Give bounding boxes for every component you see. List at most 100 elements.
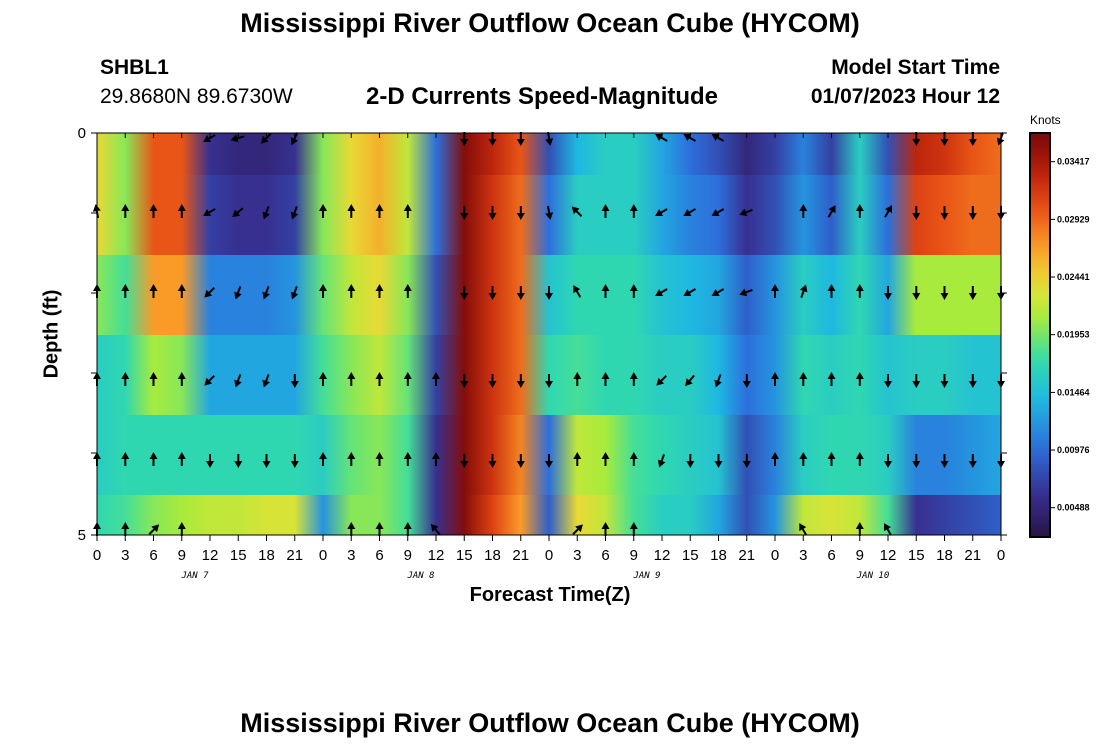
current-arrow	[432, 452, 440, 466]
current-arrow	[460, 374, 469, 388]
current-arrow	[460, 286, 469, 300]
current-arrow	[629, 372, 638, 386]
x-tick-label: 0	[771, 547, 779, 564]
current-arrow	[655, 134, 668, 142]
current-arrow	[968, 286, 977, 300]
current-arrow	[771, 452, 779, 466]
current-arrow	[655, 208, 668, 216]
colorbar-tick-label: 0.02929	[1057, 214, 1090, 224]
current-arrow	[262, 286, 270, 300]
current-arrow	[968, 454, 977, 468]
x-tick-label: 15	[456, 547, 473, 564]
current-arrow	[488, 454, 497, 468]
current-arrow	[573, 372, 582, 386]
x-tick-label: 3	[121, 547, 129, 564]
x-tick-label: 9	[404, 547, 412, 564]
current-arrow	[739, 288, 753, 297]
current-arrow	[940, 286, 949, 300]
current-arrow	[683, 134, 696, 142]
current-arrow	[940, 454, 949, 468]
current-arrow	[742, 374, 751, 388]
current-arrow	[739, 208, 753, 217]
x-tick-label: 18	[936, 547, 953, 564]
current-arrow	[403, 372, 412, 386]
current-arrow	[403, 284, 412, 298]
current-arrow	[656, 375, 667, 386]
current-arrow	[714, 374, 722, 388]
current-arrow	[234, 454, 243, 468]
current-arrow	[319, 284, 327, 298]
current-arrow	[711, 134, 725, 142]
current-arrow	[234, 286, 242, 300]
current-arrow	[912, 286, 921, 300]
current-arrow	[683, 208, 696, 216]
date-label: JAN 7	[180, 571, 209, 581]
current-arrow	[319, 452, 327, 466]
current-arrow	[432, 372, 440, 386]
x-tick-label: 6	[149, 547, 157, 564]
current-arrow	[573, 452, 582, 466]
current-arrow	[375, 284, 384, 298]
current-arrow	[855, 372, 864, 386]
current-arrow	[884, 374, 892, 388]
current-arrow	[683, 288, 696, 296]
current-arrow	[855, 452, 864, 466]
current-arrow	[601, 284, 610, 298]
current-arrow	[177, 372, 186, 386]
current-arrow	[711, 208, 725, 216]
current-arrow	[149, 284, 158, 298]
current-arrow	[260, 133, 272, 144]
current-arrow	[319, 372, 327, 386]
current-arrow	[686, 454, 695, 468]
current-arrow	[290, 374, 299, 388]
current-arrow	[629, 284, 638, 298]
plot-subtitle: 2-D Currents Speed-Magnitude	[366, 83, 719, 110]
current-arrow	[827, 284, 836, 298]
x-axis-label: Forecast Time(Z)	[469, 584, 631, 606]
x-tick-label: 0	[93, 547, 101, 564]
current-arrow	[711, 288, 725, 296]
current-arrow	[347, 204, 356, 218]
current-arrow	[347, 452, 356, 466]
current-arrow	[545, 454, 553, 468]
current-arrow	[545, 286, 553, 300]
x-tick-label: 12	[654, 547, 671, 564]
current-arrow	[855, 284, 864, 298]
current-arrow	[149, 452, 158, 466]
current-arrow	[884, 205, 892, 218]
current-arrow	[347, 284, 356, 298]
current-arrow	[149, 204, 158, 218]
current-arrow	[262, 206, 270, 220]
current-arrow	[347, 372, 356, 386]
current-arrow	[742, 454, 751, 468]
x-tick-label: 12	[202, 547, 219, 564]
current-arrow	[177, 452, 186, 466]
x-tick-label: 12	[428, 547, 445, 564]
current-arrow	[403, 452, 412, 466]
x-tick-label: 0	[319, 547, 327, 564]
current-arrow	[714, 454, 723, 468]
current-arrow	[771, 372, 779, 386]
current-arrow	[204, 375, 215, 386]
current-arrow	[601, 452, 610, 466]
current-arrow	[912, 374, 921, 388]
x-tick-label: 6	[827, 547, 835, 564]
current-arrow	[572, 524, 583, 535]
colorbar-tick-label: 0.03417	[1057, 157, 1090, 167]
current-arrow	[232, 207, 244, 218]
colorbar-tick-label: 0.02441	[1057, 272, 1090, 282]
current-arrow	[488, 286, 497, 300]
current-arrow	[262, 374, 270, 388]
colorbar-tick-label: 0.01953	[1057, 330, 1090, 340]
current-arrow	[460, 454, 469, 468]
current-arrow	[884, 523, 892, 536]
current-arrow	[516, 206, 525, 220]
current-arrow	[177, 204, 186, 218]
current-arrow	[968, 374, 977, 388]
current-arrow	[884, 286, 892, 300]
x-tick-label: 21	[964, 547, 981, 564]
current-arrow	[148, 524, 160, 535]
current-arrow	[799, 452, 808, 466]
current-arrow	[827, 372, 836, 386]
